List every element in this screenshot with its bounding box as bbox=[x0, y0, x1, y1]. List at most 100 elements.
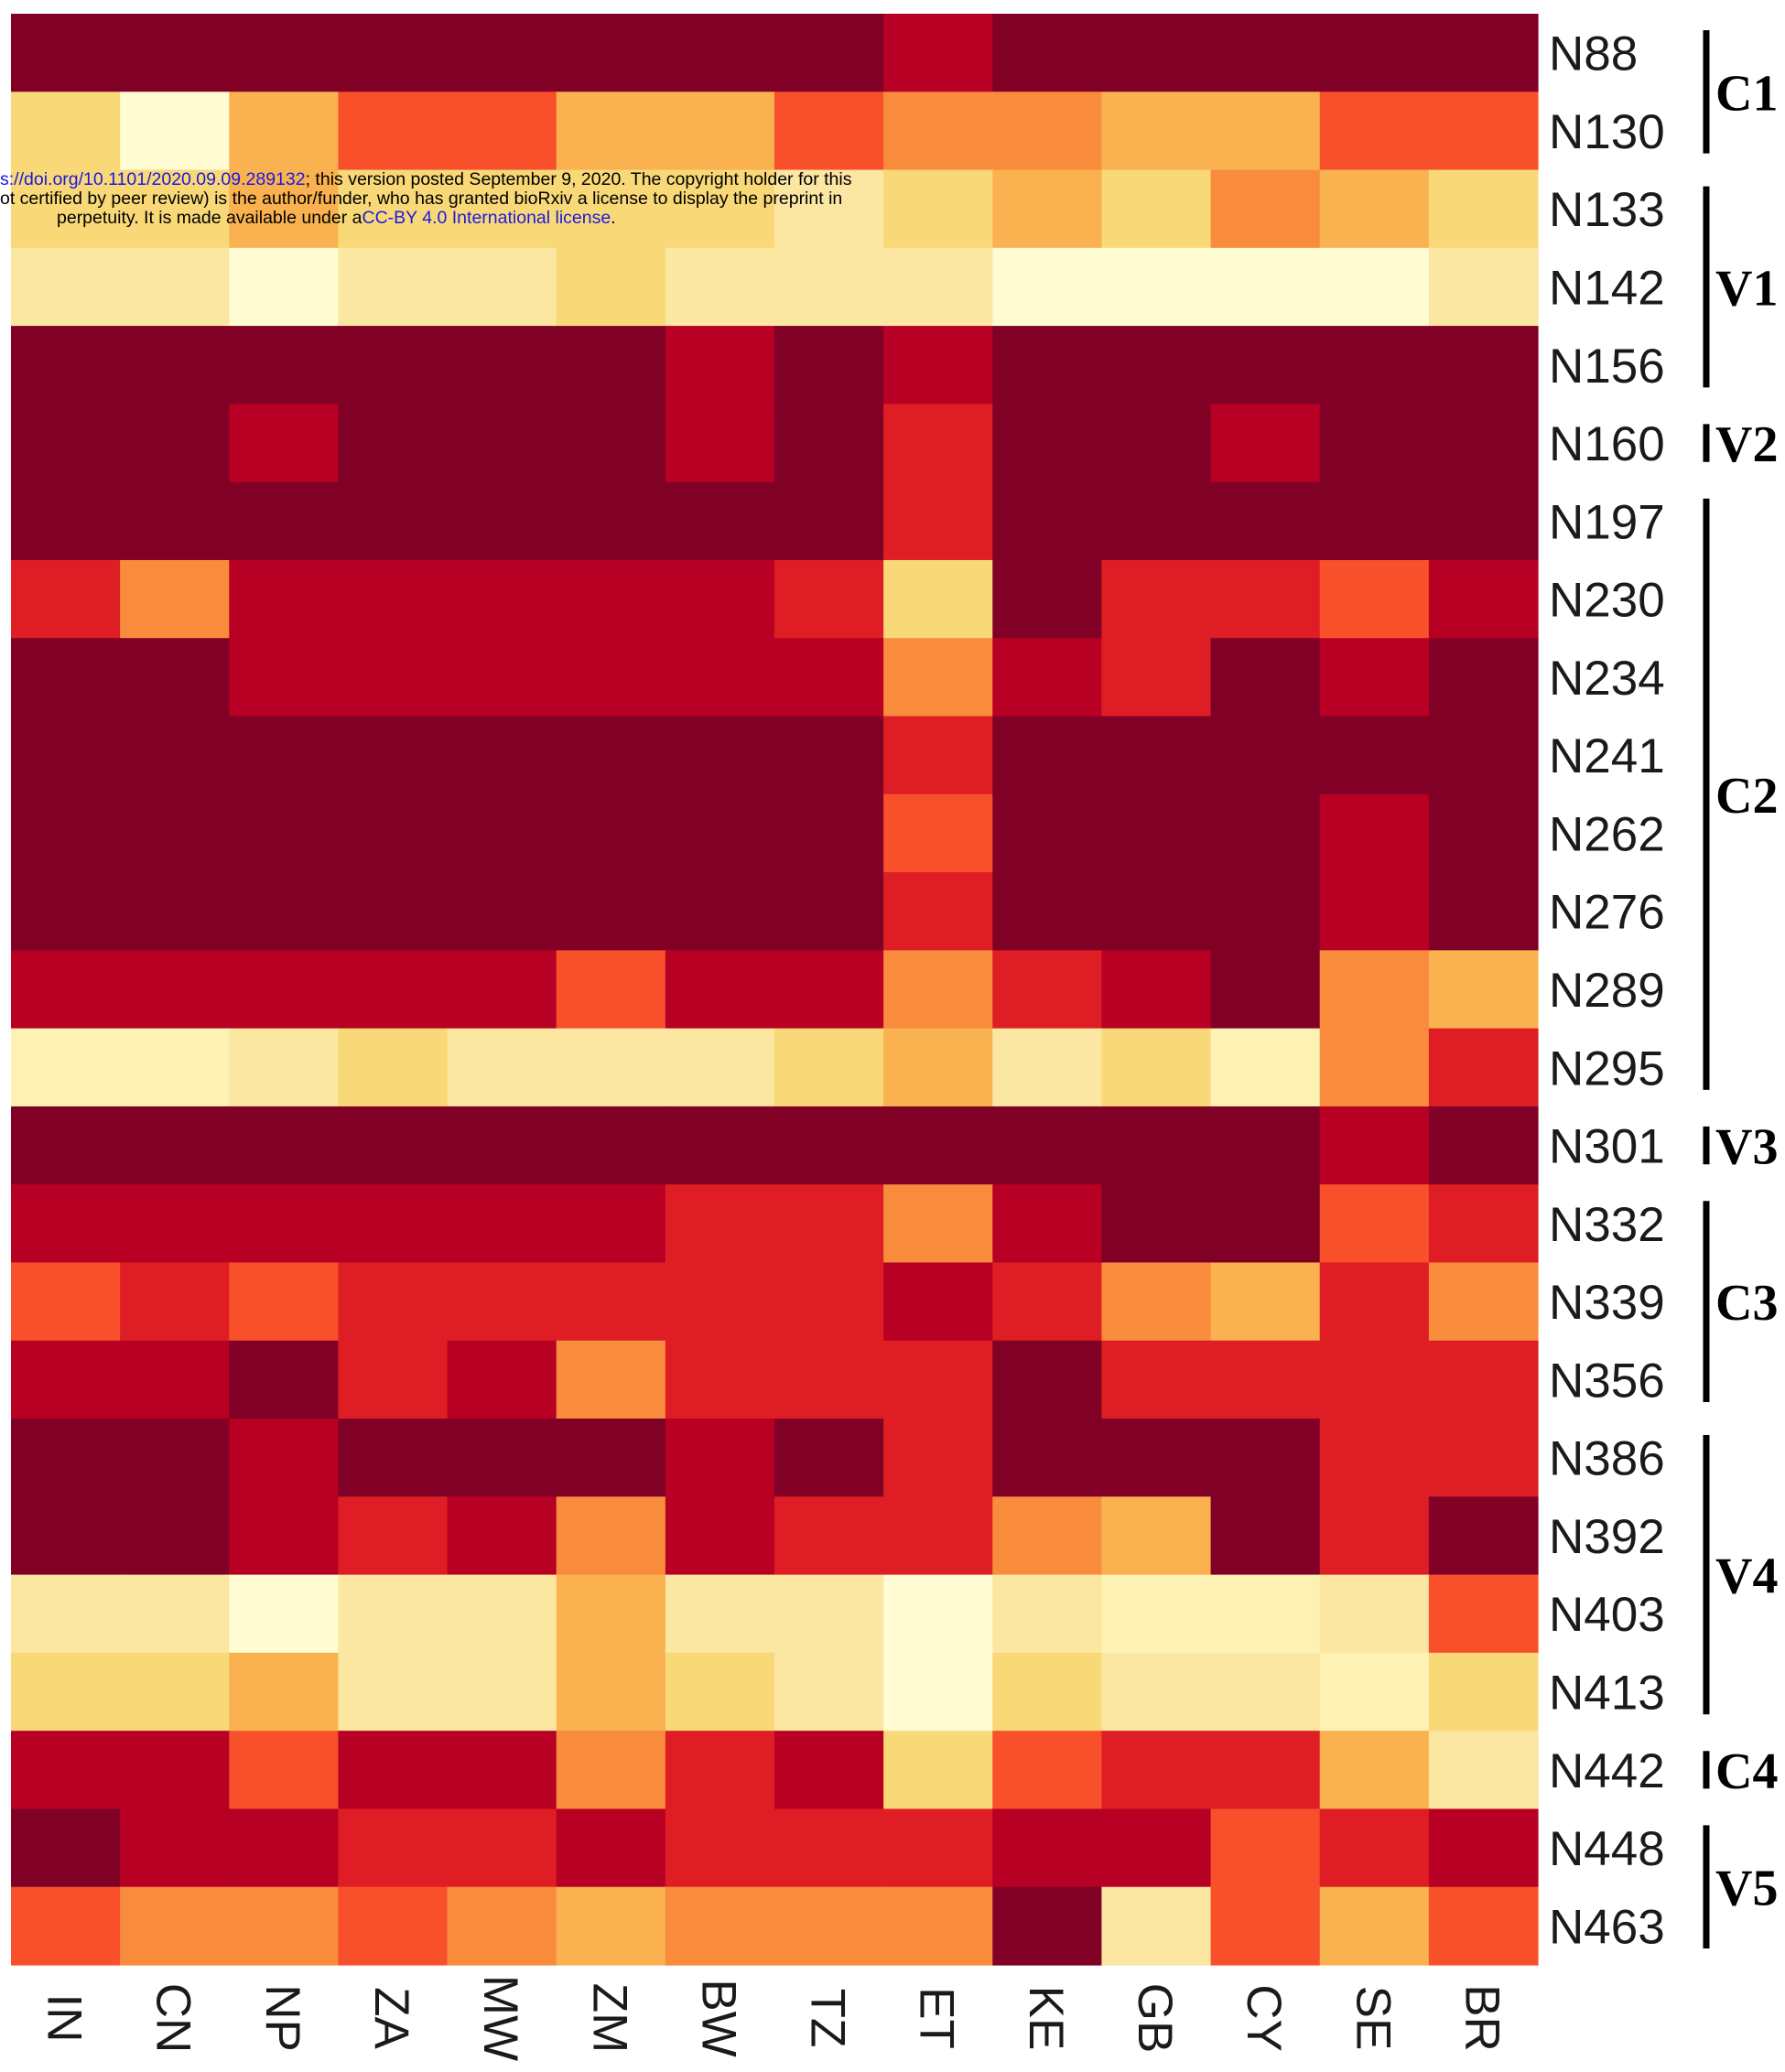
heatmap-cell-N339-KE bbox=[992, 1262, 1103, 1342]
heatmap-cell-N356-KE bbox=[992, 1340, 1103, 1419]
heatmap-cell-N262-CY bbox=[1210, 793, 1321, 873]
heatmap-cell-N295-CN bbox=[120, 1028, 230, 1107]
heatmap-cell-N356-BW bbox=[665, 1340, 775, 1419]
heatmap-cell-N339-NP bbox=[229, 1262, 340, 1342]
heatmap-cell-N301-BW bbox=[665, 1106, 775, 1185]
heatmap-cell-N356-MW bbox=[447, 1340, 557, 1419]
row-label-N442: N442 bbox=[1549, 1744, 1665, 1798]
heatmap-cell-N448-MW bbox=[447, 1808, 557, 1888]
heatmap-cell-N332-CN bbox=[120, 1184, 230, 1264]
heatmap-cell-N276-MW bbox=[447, 872, 557, 951]
heatmap-cell-N448-GB bbox=[1101, 1808, 1212, 1888]
heatmap-cell-N403-BW bbox=[665, 1574, 775, 1654]
heatmap-cell-N403-ET bbox=[883, 1574, 993, 1654]
heatmap-cell-N289-SE bbox=[1319, 950, 1430, 1030]
region-brackets: C1 V1 V2 C2 V3 C3 V4 C4 V5 bbox=[1703, 30, 1778, 1948]
heatmap-cell-N392-ZM bbox=[556, 1496, 666, 1576]
heatmap-cell-N295-KE bbox=[992, 1028, 1103, 1107]
heatmap-cell-N230-BR bbox=[1428, 559, 1539, 639]
heatmap-cell-N133-NP bbox=[229, 169, 340, 249]
heatmap-cell-N262-SE bbox=[1319, 793, 1430, 873]
region-label-V5: V5 bbox=[1715, 1861, 1778, 1917]
heatmap-cell-N403-NP bbox=[229, 1574, 340, 1654]
heatmap-cell-N295-BR bbox=[1428, 1028, 1539, 1107]
heatmap-cell-N262-MW bbox=[447, 793, 557, 873]
heatmap-cell-N339-ZA bbox=[338, 1262, 449, 1342]
heatmap-cell-N197-GB bbox=[1101, 481, 1212, 561]
heatmap-cell-N142-ET bbox=[883, 247, 993, 327]
heatmap-cell-N230-IN bbox=[11, 559, 121, 639]
heatmap-cell-N339-CN bbox=[120, 1262, 230, 1342]
heatmap-cell-N403-CN bbox=[120, 1574, 230, 1654]
heatmap-cell-N142-GB bbox=[1101, 247, 1212, 327]
heatmap-cell-N442-TZ bbox=[774, 1731, 884, 1810]
region-label-V2: V2 bbox=[1715, 416, 1778, 473]
heatmap-cell-N130-ZA bbox=[338, 92, 449, 171]
heatmap-cell-N463-CY bbox=[1210, 1886, 1321, 1966]
heatmap-cell-N332-MW bbox=[447, 1184, 557, 1264]
heatmap-cell-N339-ET bbox=[883, 1262, 993, 1342]
heatmap-cell-N262-BR bbox=[1428, 793, 1539, 873]
heatmap-cell-N413-MW bbox=[447, 1652, 557, 1732]
heatmap-cell-N442-BW bbox=[665, 1731, 775, 1810]
region-label-C1: C1 bbox=[1715, 65, 1778, 122]
heatmap-cell-N234-BW bbox=[665, 638, 775, 718]
heatmap-cell-N276-ZM bbox=[556, 872, 666, 951]
heatmap-cell-N130-SE bbox=[1319, 92, 1430, 171]
row-label-N295: N295 bbox=[1549, 1041, 1665, 1095]
heatmap-cell-N160-BR bbox=[1428, 404, 1539, 483]
heatmap-cell-N88-ZA bbox=[338, 14, 449, 92]
row-label-N403: N403 bbox=[1549, 1588, 1665, 1642]
heatmap-cell-N289-CN bbox=[120, 950, 230, 1030]
heatmap-cell-N339-BW bbox=[665, 1262, 775, 1342]
heatmap-cell-N448-SE bbox=[1319, 1808, 1430, 1888]
heatmap-cell-N262-NP bbox=[229, 793, 340, 873]
heatmap-cell-N230-ZM bbox=[556, 559, 666, 639]
heatmap-cell-N339-BR bbox=[1428, 1262, 1539, 1342]
heatmap-cell-N230-GB bbox=[1101, 559, 1212, 639]
row-label-N156: N156 bbox=[1549, 340, 1665, 394]
heatmap-cell-N392-CN bbox=[120, 1496, 230, 1576]
row-label-N386: N386 bbox=[1549, 1432, 1665, 1486]
heatmap-cell-N156-ZA bbox=[338, 326, 449, 405]
heatmap-cell-N241-CN bbox=[120, 716, 230, 795]
region-label-C2: C2 bbox=[1715, 768, 1778, 825]
heatmap-cell-N392-SE bbox=[1319, 1496, 1430, 1576]
heatmap-cell-N130-KE bbox=[992, 92, 1103, 171]
heatmap-cell-N276-KE bbox=[992, 872, 1103, 951]
heatmap-cell-N392-IN bbox=[11, 1496, 121, 1576]
heatmap-cell-N133-TZ bbox=[774, 169, 884, 249]
watermark-doi-link[interactable]: s://doi.org/10.1101/2020.09.09.289132 bbox=[0, 170, 306, 189]
heatmap-cell-N392-BW bbox=[665, 1496, 775, 1576]
heatmap-cell-N403-CY bbox=[1210, 1574, 1321, 1654]
heatmap-cell-N88-KE bbox=[992, 14, 1103, 92]
heatmap-cell-N156-MW bbox=[447, 326, 557, 405]
column-label-KE: KE bbox=[1019, 1986, 1073, 2051]
heatmap-cell-N230-NP bbox=[229, 559, 340, 639]
heatmap-cell-N295-ZA bbox=[338, 1028, 449, 1107]
heatmap-cell-N442-CY bbox=[1210, 1731, 1321, 1810]
heatmap-cell-N230-ET bbox=[883, 559, 993, 639]
heatmap-cell-N289-IN bbox=[11, 950, 121, 1030]
heatmap-cell-N133-CN bbox=[120, 169, 230, 249]
heatmap-cell-N413-GB bbox=[1101, 1652, 1212, 1732]
heatmap-cell-N241-IN bbox=[11, 716, 121, 795]
watermark-license-link[interactable]: CC-BY 4.0 International license bbox=[362, 208, 611, 228]
heatmap-cell-N156-BW bbox=[665, 326, 775, 405]
heatmap-cell-N386-MW bbox=[447, 1419, 557, 1497]
heatmap-cell-N295-MW bbox=[447, 1028, 557, 1107]
column-label-ZM: ZM bbox=[582, 1983, 636, 2054]
heatmap-cell-N442-BR bbox=[1428, 1731, 1539, 1810]
heatmap-cell-N413-IN bbox=[11, 1652, 121, 1732]
heatmap-cell-N301-KE bbox=[992, 1106, 1103, 1185]
column-label-BR: BR bbox=[1455, 1984, 1509, 2052]
heatmap-cell-N234-TZ bbox=[774, 638, 884, 718]
heatmap-cell-N442-ZA bbox=[338, 1731, 449, 1810]
row-label-N339: N339 bbox=[1549, 1276, 1665, 1330]
heatmap-cell-N301-CY bbox=[1210, 1106, 1321, 1185]
heatmap-cell-N130-MW bbox=[447, 92, 557, 171]
column-label-SE: SE bbox=[1346, 1986, 1400, 2051]
heatmap-cell-N262-ZA bbox=[338, 793, 449, 873]
heatmap-cell-N463-IN bbox=[11, 1886, 121, 1966]
